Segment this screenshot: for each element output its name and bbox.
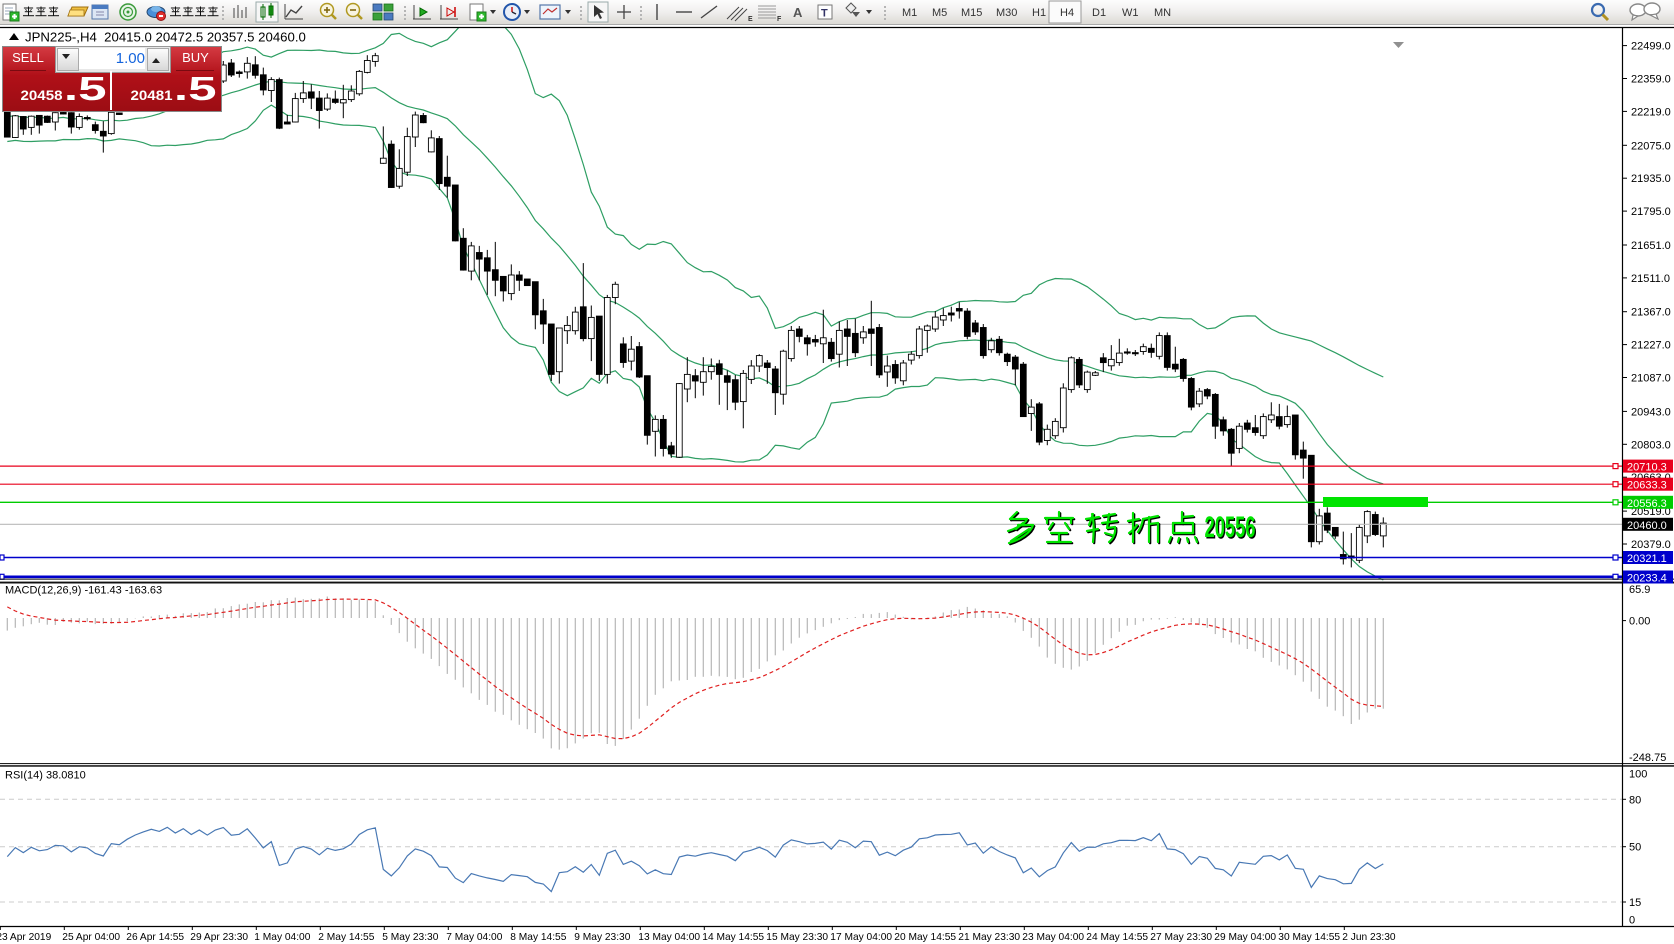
- svg-text:23 May 04:00: 23 May 04:00: [1022, 932, 1084, 943]
- svg-text:22075.0: 22075.0: [1631, 140, 1671, 152]
- svg-text:H1: H1: [1032, 7, 1046, 19]
- svg-text:RSI(14) 38.0810: RSI(14) 38.0810: [5, 770, 86, 782]
- svg-text:27 May 23:30: 27 May 23:30: [1150, 932, 1212, 943]
- svg-text:26 Apr 14:55: 26 Apr 14:55: [126, 932, 184, 943]
- svg-text:21651.0: 21651.0: [1631, 240, 1671, 252]
- svg-text:21795.0: 21795.0: [1631, 206, 1671, 218]
- svg-text:25 Apr 04:00: 25 Apr 04:00: [62, 932, 120, 943]
- svg-text:100: 100: [1629, 769, 1647, 781]
- svg-text:2 Jun 23:30: 2 Jun 23:30: [1342, 932, 1396, 943]
- svg-text:24 May 14:55: 24 May 14:55: [1086, 932, 1148, 943]
- svg-text:15 May 23:30: 15 May 23:30: [766, 932, 828, 943]
- svg-text:21 May 23:30: 21 May 23:30: [958, 932, 1020, 943]
- svg-text:13 May 04:00: 13 May 04:00: [638, 932, 700, 943]
- svg-text:15: 15: [1629, 897, 1641, 909]
- svg-text:21935.0: 21935.0: [1631, 173, 1671, 185]
- svg-text:20943.0: 20943.0: [1631, 406, 1671, 418]
- svg-text:0.00: 0.00: [1629, 616, 1650, 628]
- svg-text:JPN225-,H4 20415.0 20472.5 20: JPN225-,H4 20415.0 20472.5 20357.5 20460…: [25, 30, 306, 45]
- svg-text:20556: 20556: [1205, 511, 1256, 544]
- svg-text:20233.4: 20233.4: [1627, 573, 1667, 585]
- svg-text:1 May 04:00: 1 May 04:00: [254, 932, 310, 943]
- svg-text:22219.0: 22219.0: [1631, 106, 1671, 118]
- svg-text:MN: MN: [1154, 7, 1171, 19]
- svg-text:22359.0: 22359.0: [1631, 74, 1671, 86]
- svg-text:20633.3: 20633.3: [1627, 480, 1667, 492]
- svg-text:20 May 14:55: 20 May 14:55: [894, 932, 956, 943]
- svg-text:80: 80: [1629, 794, 1641, 806]
- svg-text:W1: W1: [1122, 7, 1139, 19]
- svg-text:7 May 04:00: 7 May 04:00: [446, 932, 502, 943]
- svg-text:5 May 23:30: 5 May 23:30: [382, 932, 438, 943]
- svg-text:2 May 14:55: 2 May 14:55: [318, 932, 374, 943]
- svg-text:30 May 14:55: 30 May 14:55: [1278, 932, 1340, 943]
- svg-text:20321.1: 20321.1: [1627, 553, 1667, 565]
- svg-text:20556: 20556: [1206, 512, 1257, 545]
- svg-text:65.9: 65.9: [1629, 584, 1650, 596]
- svg-text:20460.0: 20460.0: [1627, 520, 1667, 532]
- svg-text:8 May 14:55: 8 May 14:55: [510, 932, 566, 943]
- svg-text:20379.0: 20379.0: [1631, 539, 1671, 551]
- svg-text:D1: D1: [1092, 7, 1106, 19]
- svg-text:22499.0: 22499.0: [1631, 41, 1671, 53]
- svg-text:E: E: [748, 16, 753, 23]
- svg-text:0: 0: [1629, 914, 1635, 926]
- svg-text:21227.0: 21227.0: [1631, 340, 1671, 352]
- svg-text:17 May 04:00: 17 May 04:00: [830, 932, 892, 943]
- svg-text:A: A: [793, 5, 803, 20]
- svg-text:20519.0: 20519.0: [1631, 506, 1671, 518]
- svg-text:20803.0: 20803.0: [1631, 439, 1671, 451]
- svg-text:H4: H4: [1060, 7, 1074, 19]
- svg-text:M30: M30: [996, 7, 1017, 19]
- svg-text:29 Apr 23:30: 29 Apr 23:30: [190, 932, 248, 943]
- svg-text:T: T: [821, 8, 828, 20]
- svg-text:9 May 23:30: 9 May 23:30: [574, 932, 630, 943]
- svg-text:29 May 04:00: 29 May 04:00: [1214, 932, 1276, 943]
- svg-text:20710.3: 20710.3: [1627, 462, 1667, 474]
- svg-text:20556.3: 20556.3: [1627, 498, 1667, 510]
- svg-text:21511.0: 21511.0: [1631, 273, 1670, 285]
- svg-text:21367.0: 21367.0: [1631, 307, 1671, 319]
- svg-text:14 May 14:55: 14 May 14:55: [702, 932, 764, 943]
- svg-text:MACD(12,26,9) -161.43 -163.63: MACD(12,26,9) -161.43 -163.63: [5, 585, 162, 597]
- svg-text:-248.75: -248.75: [1629, 752, 1666, 764]
- svg-text:F: F: [777, 16, 782, 23]
- svg-text:M1: M1: [902, 7, 917, 19]
- svg-text:M5: M5: [932, 7, 947, 19]
- svg-text:50: 50: [1629, 842, 1641, 854]
- svg-text:21087.0: 21087.0: [1631, 373, 1671, 385]
- svg-text:M15: M15: [961, 7, 982, 19]
- svg-text:23 Apr 2019: 23 Apr 2019: [0, 932, 52, 943]
